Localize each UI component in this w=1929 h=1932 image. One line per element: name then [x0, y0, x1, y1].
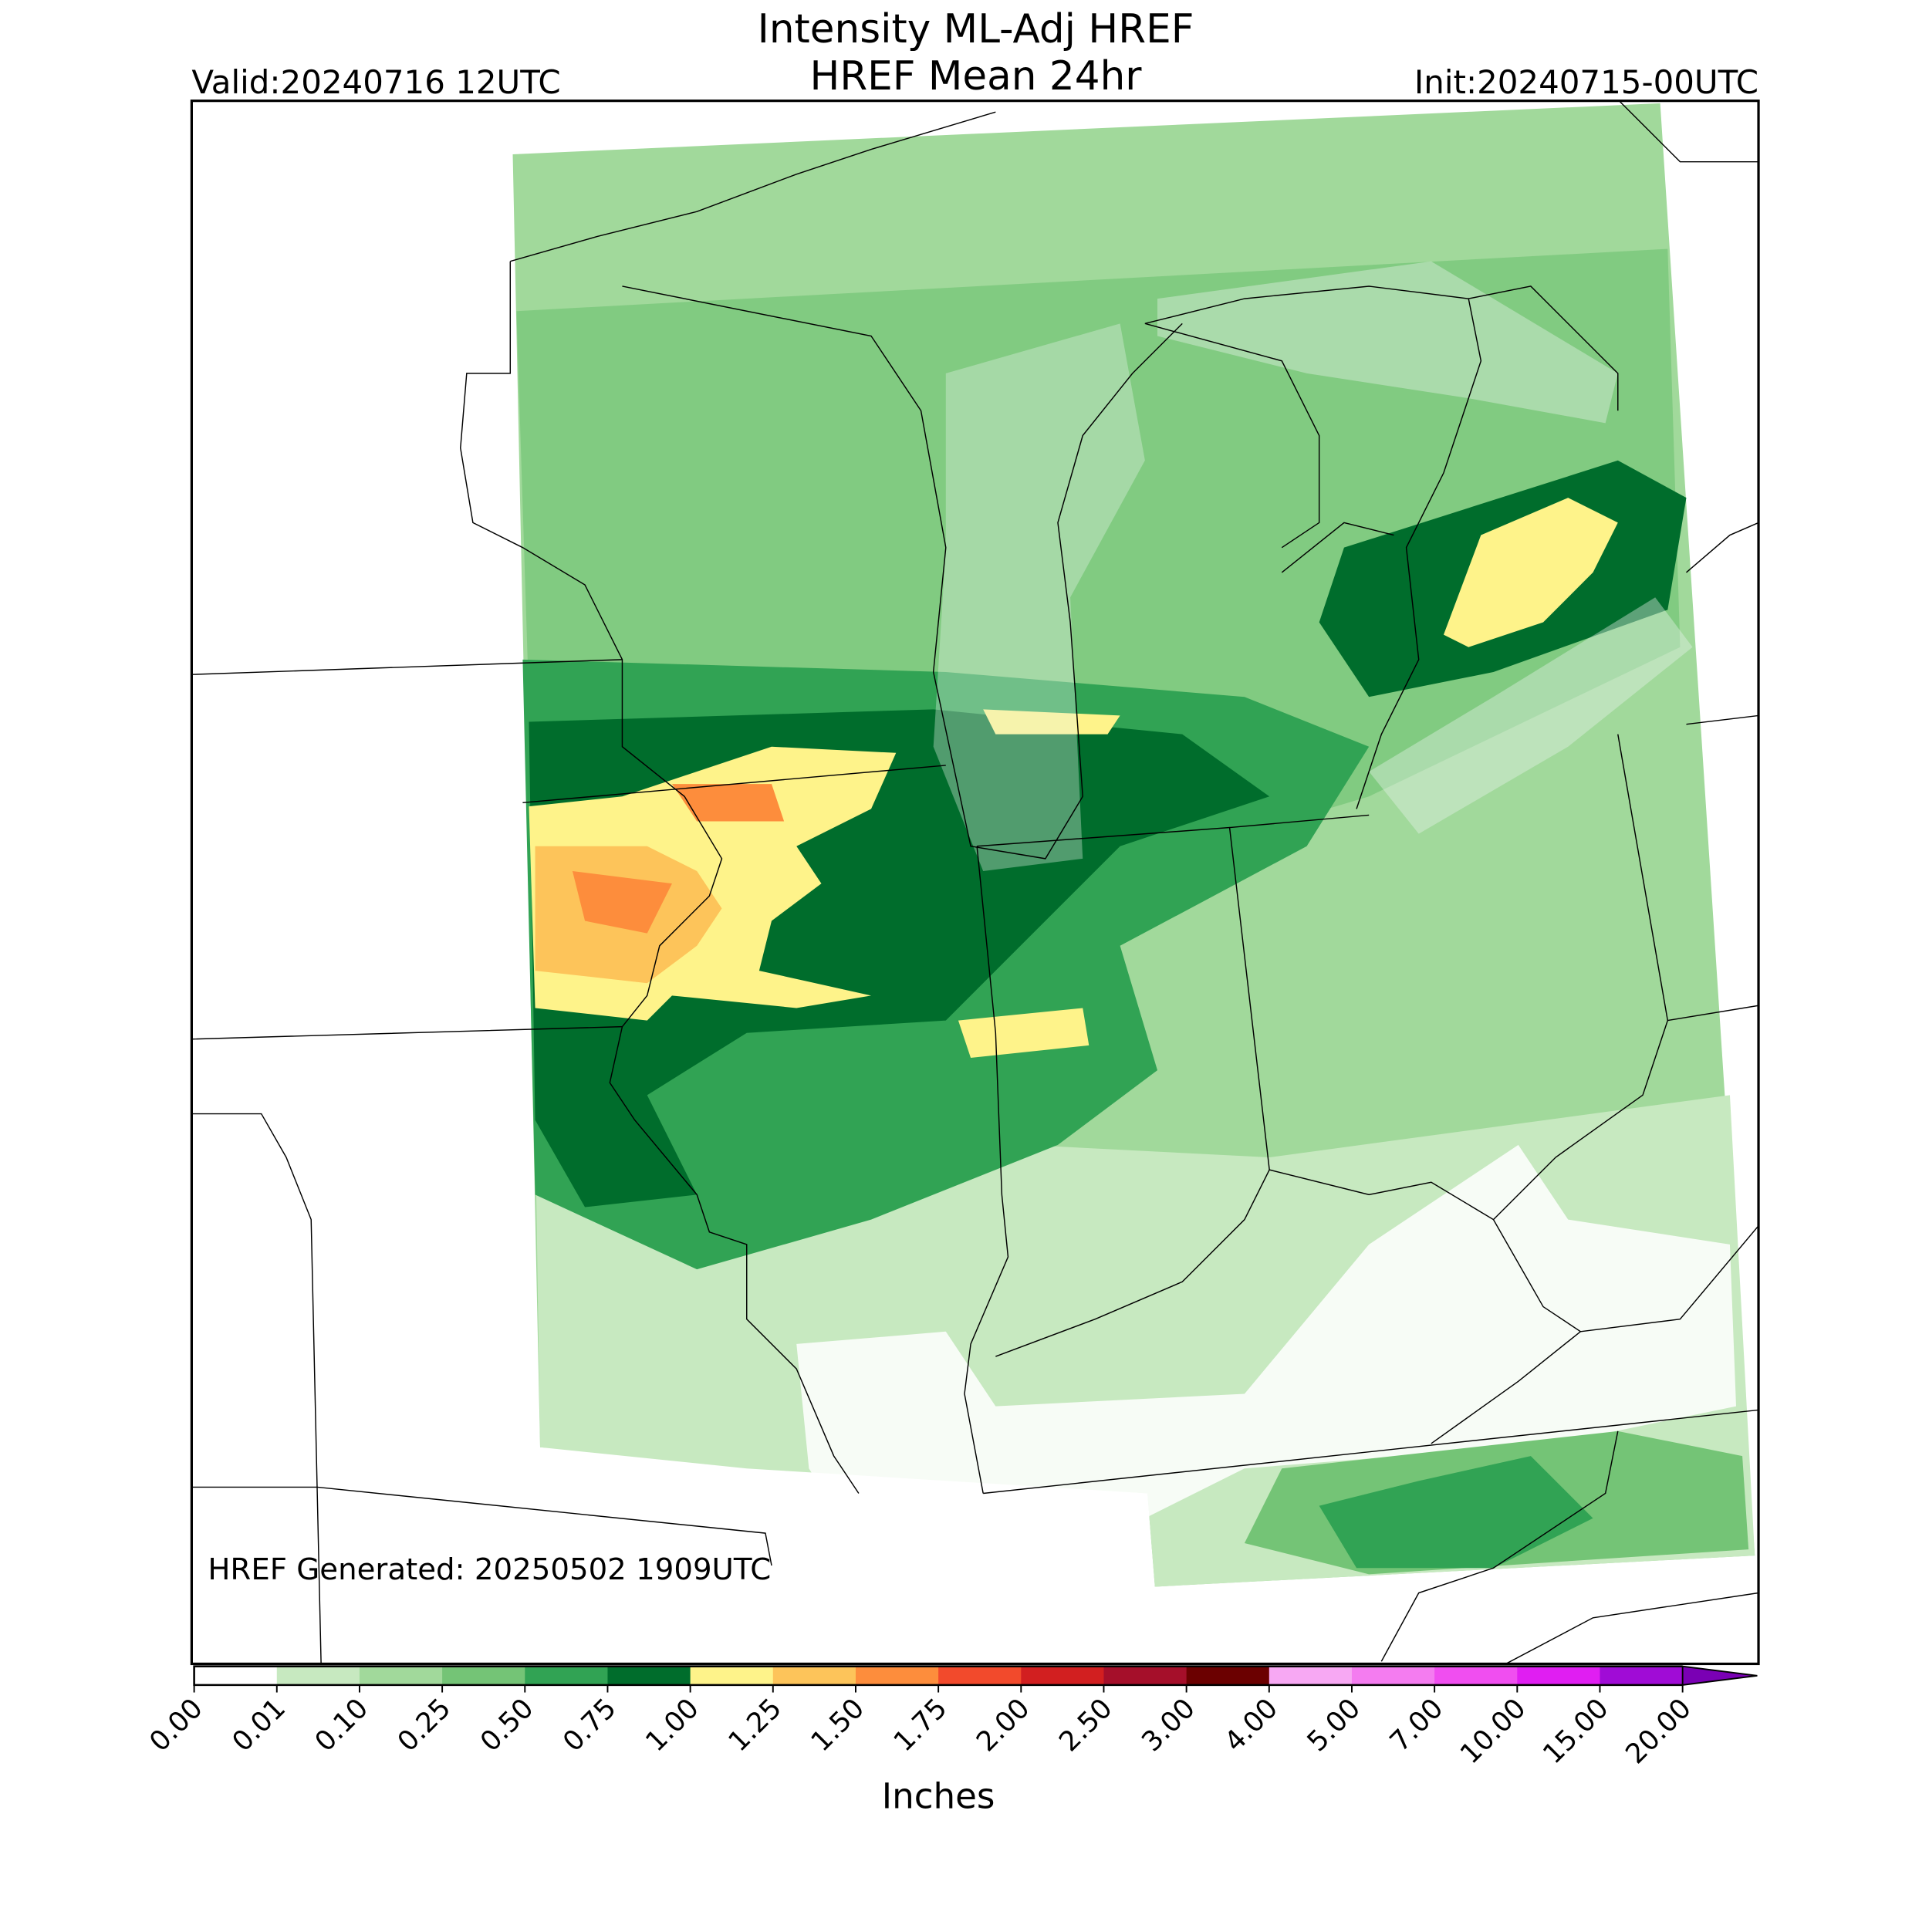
colorbar-segment — [525, 1666, 609, 1685]
colorbar-segment — [1103, 1666, 1187, 1685]
colorbar-segment — [1186, 1666, 1270, 1685]
colorbar-tick-label: 0.50 — [475, 1693, 540, 1758]
colorbar-segment — [442, 1666, 526, 1685]
boundaries — [191, 100, 1759, 1664]
generated-annotation: HREF Generated: 20250502 1909UTC — [208, 1552, 771, 1587]
colorbar-segment — [1517, 1666, 1601, 1685]
colorbar-tick-label: 3.00 — [1136, 1693, 1201, 1758]
colorbar-tick-label: 0.01 — [226, 1693, 292, 1758]
colorbar-outline — [193, 1665, 1683, 1687]
colorbar-tick-label: 2.50 — [1053, 1693, 1119, 1758]
colorbar: 0.00 0.01 0.10 0.25 0.50 0.75 1.00 1.25 1.50 1.75… — [144, 1665, 1758, 1771]
colorbar-segment — [1600, 1666, 1684, 1685]
colorbar-extension — [1681, 1665, 1758, 1686]
title: Intensity ML-Adj HREF — [758, 6, 1194, 52]
colorbar-segment — [359, 1666, 443, 1685]
colorbar-tick-label: 1.75 — [888, 1693, 954, 1758]
colorbar-segment — [1021, 1666, 1105, 1685]
colorbar-tick-label: 7.00 — [1384, 1693, 1450, 1758]
colorbar-segment — [1269, 1666, 1353, 1685]
subtitle: HREF Mean 24hr — [810, 53, 1143, 100]
colorbar-tick-label: 0.75 — [557, 1693, 623, 1758]
colorbar-tick-label: 1.25 — [722, 1693, 788, 1758]
colorbar-tick-label: 10.00 — [1454, 1693, 1532, 1771]
colorbar-tick-label: 0.25 — [392, 1693, 458, 1758]
colorbar-segment — [690, 1666, 774, 1685]
colorbar-segment — [938, 1666, 1022, 1685]
colorbar-segment — [772, 1666, 856, 1685]
colorbar-segment — [607, 1666, 691, 1685]
map — [191, 100, 1759, 1664]
colorbar-segment — [1434, 1666, 1519, 1685]
colorbar-tick-label: 1.50 — [805, 1693, 870, 1758]
colorbar-segment — [855, 1666, 939, 1685]
colorbar-label: Inches — [882, 1776, 995, 1817]
colorbar-tick-label: 5.00 — [1301, 1693, 1367, 1758]
colorbar-segment — [194, 1666, 278, 1685]
colorbar-tick-label: 2.00 — [971, 1693, 1036, 1758]
precip-regions — [516, 248, 1755, 1587]
colorbar-tick-label: 0.00 — [144, 1693, 209, 1758]
colorbar-segment — [276, 1666, 360, 1685]
colorbar-segment — [1351, 1666, 1435, 1685]
colorbar-tick-label: 0.10 — [309, 1693, 374, 1758]
colorbar-tick-label: 20.00 — [1620, 1693, 1698, 1771]
colorbar-tick-label: 1.00 — [640, 1693, 705, 1758]
valid-time: Valid:20240716 12UTC — [191, 63, 560, 101]
init-time: Init:20240715-00UTC — [1414, 63, 1758, 101]
colorbar-tick-label: 15.00 — [1537, 1693, 1615, 1771]
colorbar-tick-label: 4.00 — [1218, 1693, 1284, 1758]
map-frame — [190, 100, 1760, 1666]
